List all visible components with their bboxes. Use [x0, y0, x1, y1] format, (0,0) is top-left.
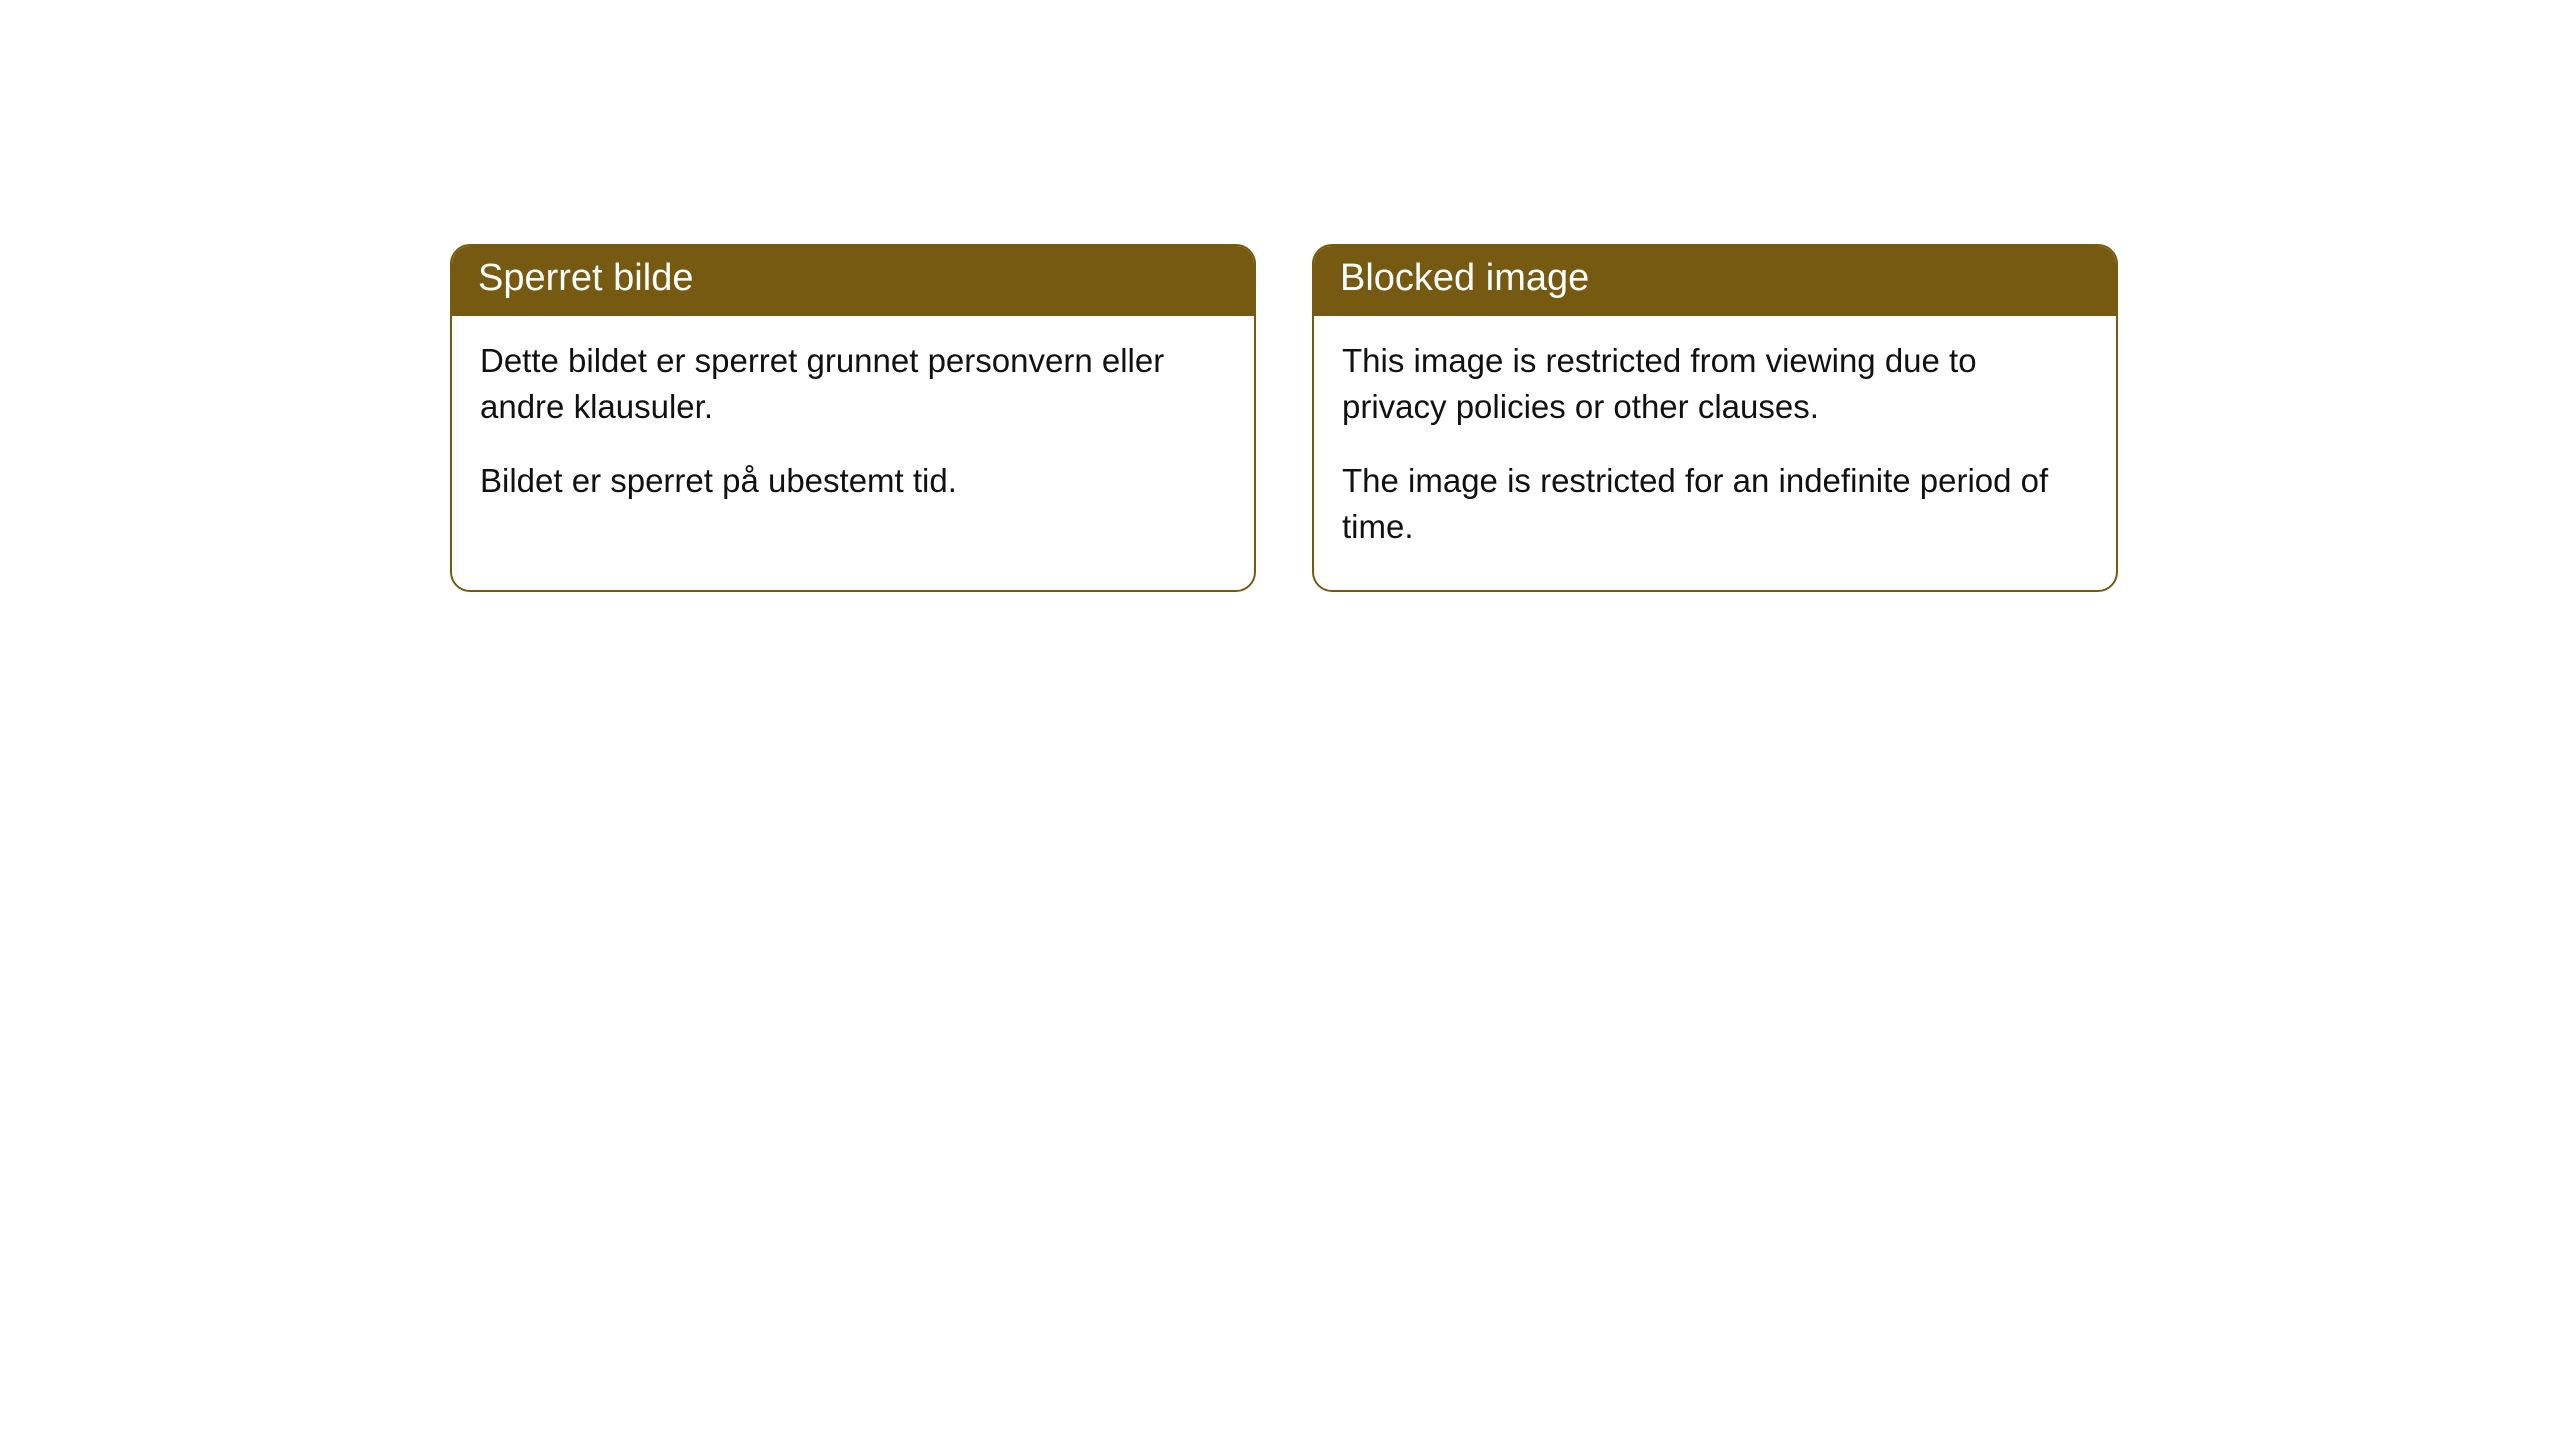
- blocked-image-card-norwegian: Sperret bilde Dette bildet er sperret gr…: [450, 244, 1256, 592]
- card-text-no-2: Bildet er sperret på ubestemt tid.: [480, 458, 1226, 504]
- card-body-no: Dette bildet er sperret grunnet personve…: [452, 316, 1254, 545]
- card-header-no: Sperret bilde: [452, 246, 1254, 316]
- card-text-no-1: Dette bildet er sperret grunnet personve…: [480, 338, 1226, 430]
- card-text-en-2: The image is restricted for an indefinit…: [1342, 458, 2088, 550]
- card-body-en: This image is restricted from viewing du…: [1314, 316, 2116, 591]
- card-text-en-1: This image is restricted from viewing du…: [1342, 338, 2088, 430]
- blocked-image-card-english: Blocked image This image is restricted f…: [1312, 244, 2118, 592]
- notice-container: Sperret bilde Dette bildet er sperret gr…: [0, 0, 2560, 592]
- card-header-en: Blocked image: [1314, 246, 2116, 316]
